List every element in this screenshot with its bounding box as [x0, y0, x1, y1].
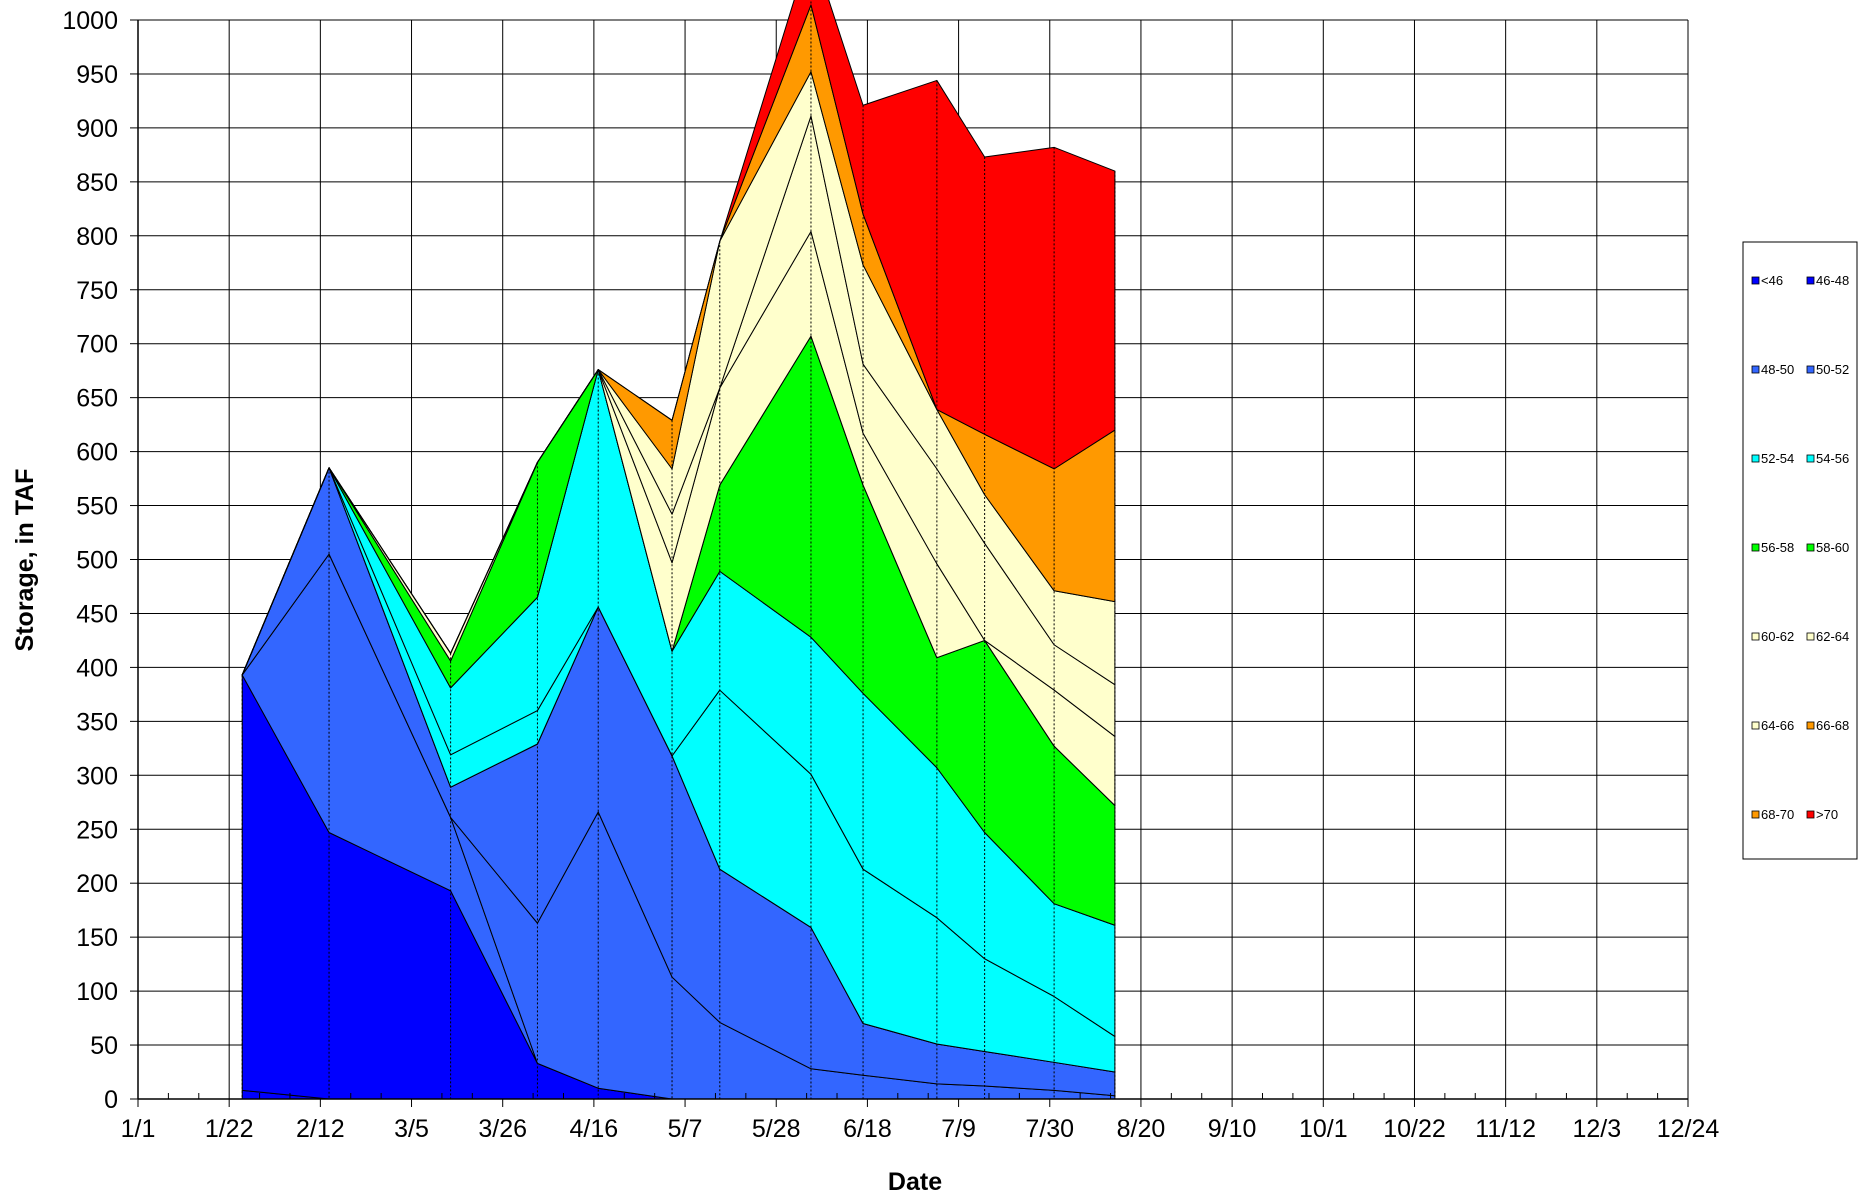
- y-tick-label: 200: [76, 870, 118, 898]
- x-tick-label: 5/7: [668, 1115, 703, 1143]
- y-tick-label: 1000: [62, 7, 118, 35]
- x-tick-label: 1/1: [121, 1115, 156, 1143]
- x-tick-label: 12/24: [1657, 1115, 1720, 1143]
- x-tick-label: 7/30: [1025, 1115, 1074, 1143]
- y-tick-label: 900: [76, 115, 118, 143]
- x-tick-labels: 1/1 1/22 2/12 3/5 3/26 4/16 5/7 5/28 6/18 7/9 7/30…: [121, 1115, 1720, 1143]
- axes: [130, 19, 1689, 1107]
- legend-swatch: [1806, 632, 1815, 641]
- legend-label: 68-70: [1761, 807, 1794, 822]
- y-tick-label: 700: [76, 331, 118, 359]
- legend-label: 54-56: [1816, 451, 1849, 466]
- y-tick-label: 250: [76, 816, 118, 844]
- legend-label: 66-68: [1816, 718, 1849, 733]
- legend-swatch: [1751, 365, 1760, 374]
- y-tick-label: 500: [76, 547, 118, 575]
- legend-label: 52-54: [1761, 451, 1794, 466]
- x-tick-label: 12/3: [1572, 1115, 1621, 1143]
- y-tick-label: 950: [76, 61, 118, 89]
- legend-swatch: [1751, 276, 1760, 285]
- legend-label: >70: [1816, 807, 1838, 822]
- x-tick-label: 9/10: [1208, 1115, 1257, 1143]
- y-tick-label: 400: [76, 654, 118, 682]
- x-tick-label: 5/28: [752, 1115, 801, 1143]
- legend-label: <46: [1761, 273, 1783, 288]
- drop-lines: [241, 0, 1116, 1099]
- legend-swatch: [1806, 276, 1815, 285]
- legend-box: [1742, 241, 1858, 860]
- legend-label: 48-50: [1761, 362, 1794, 377]
- x-tick-label: 3/5: [394, 1115, 429, 1143]
- x-tick-label: 3/26: [478, 1115, 527, 1143]
- legend-label: 60-62: [1761, 629, 1794, 644]
- legend: <46 46-48 48-50 50-52 52-54 54-56 56-58 58-60 60…: [1742, 241, 1858, 860]
- legend-label: 56-58: [1761, 540, 1794, 555]
- legend-label: 64-66: [1761, 718, 1794, 733]
- y-axis-title: Storage, in TAF: [11, 469, 39, 652]
- y-tick-label: 550: [76, 493, 118, 521]
- y-tick-label: 300: [76, 762, 118, 790]
- legend-swatch: [1751, 721, 1760, 730]
- y-tick-label: 150: [76, 924, 118, 952]
- legend-swatch: [1806, 454, 1815, 463]
- legend-label: 46-48: [1816, 273, 1849, 288]
- y-tick-label: 750: [76, 277, 118, 305]
- legend-swatch: [1751, 810, 1760, 819]
- y-tick-label: 50: [90, 1032, 118, 1060]
- y-tick-label: 450: [76, 600, 118, 628]
- y-tick-label: 850: [76, 169, 118, 197]
- x-tick-label: 1/22: [205, 1115, 254, 1143]
- legend-swatch: [1751, 632, 1760, 641]
- legend-swatch: [1751, 543, 1760, 552]
- x-tick-label: 11/12: [1475, 1115, 1536, 1143]
- y-tick-label: 800: [76, 223, 118, 251]
- y-tick-label: 350: [76, 708, 118, 736]
- legend-swatch: [1806, 810, 1815, 819]
- legend-swatch: [1751, 454, 1760, 463]
- legend-label: 58-60: [1816, 540, 1849, 555]
- legend-label: 50-52: [1816, 362, 1849, 377]
- x-tick-label: 10/1: [1299, 1115, 1348, 1143]
- x-tick-label: 10/22: [1383, 1115, 1446, 1143]
- legend-swatch: [1806, 365, 1815, 374]
- y-tick-label: 600: [76, 439, 118, 467]
- y-tick-label: 100: [76, 978, 118, 1006]
- legend-label: 62-64: [1816, 629, 1849, 644]
- x-tick-label: 8/20: [1117, 1115, 1166, 1143]
- legend-swatch: [1806, 721, 1815, 730]
- legend-swatch: [1806, 543, 1815, 552]
- x-tick-label: 4/16: [570, 1115, 619, 1143]
- y-tick-label: 650: [76, 385, 118, 413]
- x-tick-label: 2/12: [296, 1115, 345, 1143]
- y-tick-labels: 0 50 100 150 200 250 300 350 400 450 500 550 600 650 7…: [62, 7, 118, 1114]
- x-tick-label: 7/9: [941, 1115, 976, 1143]
- y-tick-label: 0: [104, 1086, 118, 1114]
- x-axis-title: Date: [888, 1168, 942, 1196]
- x-tick-label: 6/18: [843, 1115, 892, 1143]
